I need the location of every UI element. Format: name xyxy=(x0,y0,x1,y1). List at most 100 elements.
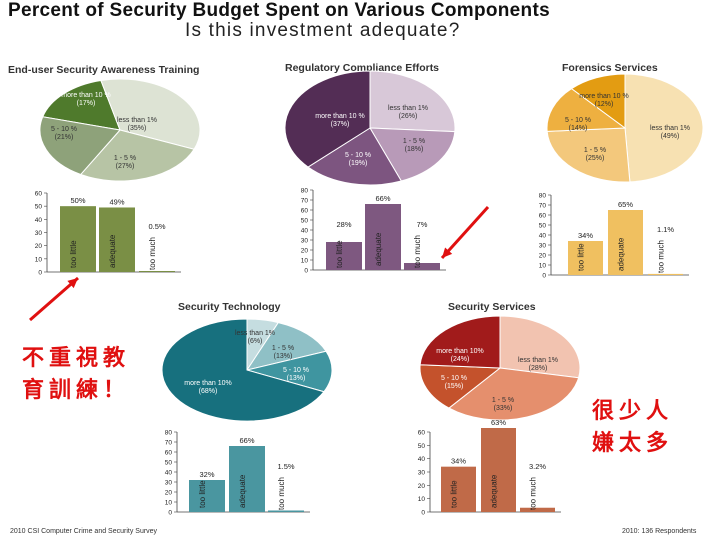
pie-slice xyxy=(161,318,325,422)
pie-slice-value: (24%) xyxy=(451,356,470,363)
pie-slice-value: (6%) xyxy=(248,338,263,345)
bar-category-label: too much xyxy=(657,240,666,273)
y-tick-label: 30 xyxy=(539,243,547,250)
pie-slice xyxy=(570,73,626,129)
bar-category-label: too little xyxy=(69,240,78,268)
pie-slice xyxy=(624,73,704,183)
pie-slice-label: more than 10 % xyxy=(315,113,364,120)
bar xyxy=(648,273,683,275)
pie-title: Forensics Services xyxy=(562,62,658,74)
bar-category-label: adequate xyxy=(490,474,499,508)
bar-category-label: adequate xyxy=(108,234,117,268)
y-tick-label: 50 xyxy=(539,223,547,230)
pie-slice-label: more than 10 % xyxy=(579,93,628,100)
pie-slice-value: (28%) xyxy=(529,365,548,372)
bar-category-label: adequate xyxy=(374,232,383,266)
y-tick-label: 20 xyxy=(539,253,547,260)
pie-slice-value: (19%) xyxy=(349,160,368,167)
pie-slice-label: 5 - 10 % xyxy=(441,375,467,382)
y-tick-label: 60 xyxy=(301,208,309,215)
y-tick-label: 60 xyxy=(539,213,547,220)
bar-category-label: too much xyxy=(277,477,286,510)
pie-slice xyxy=(100,78,201,150)
bar xyxy=(404,263,440,270)
bar-category-label: too much xyxy=(529,477,538,510)
pie-slice xyxy=(419,315,501,369)
pie-slice-label: 1 - 5 % xyxy=(492,397,514,404)
pie-slice xyxy=(448,367,580,421)
pie-title: Security Services xyxy=(448,301,536,313)
page-subtitle: Is this investment adequate? xyxy=(185,20,461,41)
pie-slice xyxy=(369,70,456,133)
y-tick-label: 50 xyxy=(418,443,426,450)
pie-slice-value: (49%) xyxy=(661,133,680,140)
bar xyxy=(441,466,476,512)
right-annotation-line1: 很少人 xyxy=(592,399,674,424)
arrow-shaft xyxy=(29,276,79,322)
pie-slice-value: (35%) xyxy=(128,125,147,132)
arrow-shaft xyxy=(440,205,490,260)
y-tick-label: 40 xyxy=(301,228,309,235)
pie-slice-value: (25%) xyxy=(586,155,605,162)
pie-slice-value: (18%) xyxy=(405,146,424,153)
pie-slice xyxy=(42,79,121,131)
bar-chart-0: 0 10 20 30 40 50 60 50% too little 49% adequate 0.5… xyxy=(35,191,181,277)
pie-slice-label: 1 - 5 % xyxy=(272,345,294,352)
bar-category-label: adequate xyxy=(617,237,626,271)
pie-slice-value: (33%) xyxy=(494,405,513,412)
pie-slice-value: (27%) xyxy=(116,163,135,170)
bar-category-label: too little xyxy=(198,480,207,508)
bar-category-label: too little xyxy=(335,240,344,268)
y-tick-label: 10 xyxy=(165,500,173,507)
pie-slice-value: (68%) xyxy=(199,388,218,395)
y-tick-label: 10 xyxy=(35,256,43,263)
bar-data-label: 28% xyxy=(336,220,351,229)
bar-data-label: 63% xyxy=(491,418,506,427)
pie-title: Security Technology xyxy=(178,301,281,313)
pie-title: End-user Security Awareness Training xyxy=(8,64,199,76)
y-tick-label: 70 xyxy=(301,198,309,205)
bar-category-label: too little xyxy=(450,480,459,508)
y-tick-label: 40 xyxy=(418,456,426,463)
bar-data-label: 49% xyxy=(109,197,124,206)
pie-slice xyxy=(245,322,327,371)
right-annotation: 很少人 嫌太多 xyxy=(592,396,673,460)
pie-slice-value: (37%) xyxy=(331,121,350,128)
page-title: Percent of Security Budget Spent on Vari… xyxy=(8,0,550,21)
y-tick-label: 10 xyxy=(539,263,547,270)
bar-data-label: 34% xyxy=(451,457,466,466)
y-tick-label: 0 xyxy=(542,273,546,280)
bar xyxy=(99,207,135,272)
pie-slice xyxy=(284,70,371,168)
pie-slice-value: (17%) xyxy=(77,100,96,107)
y-tick-label: 70 xyxy=(165,440,173,447)
pie-slice-label: less than 1% xyxy=(388,105,428,112)
bar-data-label: 66% xyxy=(375,194,390,203)
pie-slice-label: 1 - 5 % xyxy=(114,155,136,162)
bar-chart-1: 0 10 20 30 40 50 60 70 80 28% too little 66% adequat… xyxy=(301,188,446,275)
bar xyxy=(326,242,362,270)
bar xyxy=(608,210,643,275)
bar-category-label: too little xyxy=(577,243,586,271)
y-tick-label: 30 xyxy=(301,238,309,245)
y-tick-label: 20 xyxy=(165,490,173,497)
pie-slice-label: more than 10% xyxy=(184,380,231,387)
arrow-head xyxy=(67,278,78,289)
bar-data-label: 32% xyxy=(199,470,214,479)
bar-data-label: 66% xyxy=(239,436,254,445)
bar-data-label: 1.1% xyxy=(657,225,674,234)
y-tick-label: 50 xyxy=(165,460,173,467)
pie-slice-label: 1 - 5 % xyxy=(403,138,425,145)
bar-data-label: 7% xyxy=(417,220,428,229)
pie-slice xyxy=(546,127,631,183)
bar-data-label: 50% xyxy=(70,196,85,205)
pie-slice-value: (15%) xyxy=(445,383,464,390)
pie-slice-label: less than 1% xyxy=(117,117,157,124)
arrow-head xyxy=(442,247,453,258)
pie-slice-label: 5 - 10 % xyxy=(51,126,77,133)
y-tick-label: 10 xyxy=(418,496,426,503)
pie-chart-1: Regulatory Compliance Efforts less than 1… xyxy=(284,62,456,186)
pie-slice-label: 5 - 10 % xyxy=(565,117,591,124)
y-tick-label: 40 xyxy=(539,233,547,240)
bar xyxy=(229,446,265,512)
